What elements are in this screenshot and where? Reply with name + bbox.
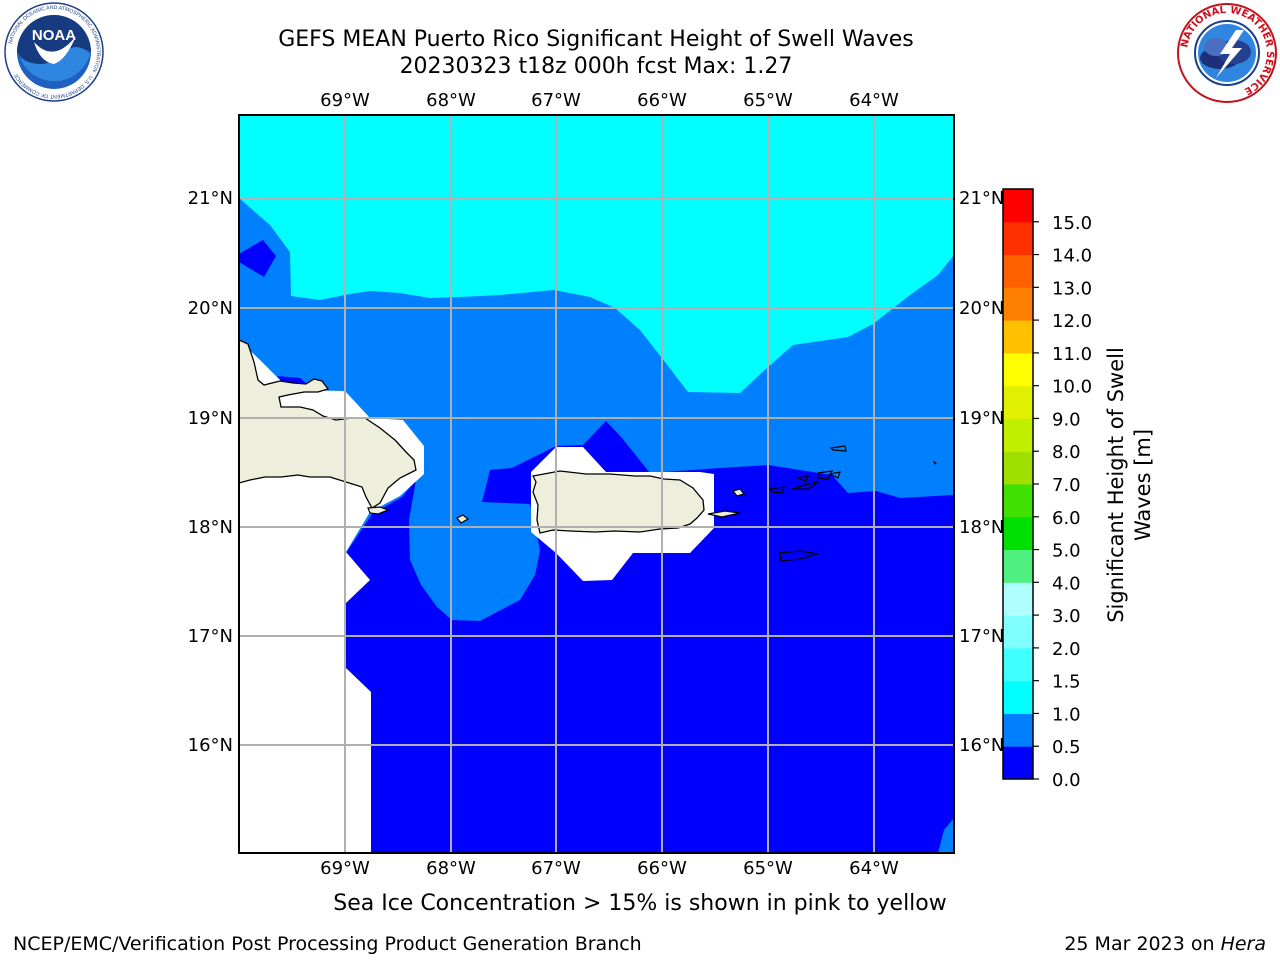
- lat-label: 18°N: [959, 517, 1004, 538]
- lon-label: 66°W: [637, 90, 687, 111]
- footer-branch: NCEP/EMC/Verification Post Processing Pr…: [13, 933, 642, 955]
- colorbar-segment: [1003, 451, 1033, 485]
- colorbar-segment: [1003, 385, 1033, 419]
- footer-host: Hera: [1220, 933, 1266, 955]
- lon-label: 69°W: [320, 90, 370, 111]
- land-culebra: [731, 488, 746, 497]
- footer-date-text: 25 Mar 2023 on: [1064, 933, 1215, 955]
- colorbar-segment: [1003, 221, 1033, 256]
- lat-labels-right: 21°N 20°N 19°N 18°N 17°N 16°N: [959, 188, 1004, 756]
- land-anegada: [829, 445, 847, 452]
- land-saona: [367, 506, 390, 515]
- lat-label: 16°N: [959, 735, 1004, 756]
- lon-label: 69°W: [320, 858, 370, 879]
- colorbar-segment: [1003, 746, 1033, 780]
- colorbar-tick-label: 9.0: [1052, 409, 1081, 430]
- swell-patch-northwest: [239, 240, 276, 277]
- lon-label: 65°W: [743, 90, 793, 111]
- sea-ice-caption: Sea Ice Concentration > 15% is shown in …: [333, 891, 947, 916]
- colorbar-tick-label: 4.0: [1052, 573, 1081, 594]
- lat-label: 17°N: [188, 626, 233, 647]
- colorbar-segment: [1003, 549, 1033, 583]
- colorbar-segment: [1003, 320, 1033, 354]
- colorbar-tick-label: 13.0: [1052, 278, 1092, 299]
- lon-label: 66°W: [637, 858, 687, 879]
- colorbar-segment: [1003, 615, 1033, 649]
- colorbar-segment: [1003, 352, 1033, 387]
- colorbar-segment: [1003, 680, 1033, 714]
- lon-label: 68°W: [426, 858, 476, 879]
- title-line-1: GEFS MEAN Puerto Rico Significant Height…: [278, 27, 914, 52]
- land-st-croix: [779, 550, 819, 562]
- lon-label: 67°W: [531, 90, 581, 111]
- colorbar-label-line-2: Waves [m]: [1131, 429, 1155, 541]
- colorbar-segment: [1003, 582, 1033, 616]
- chart-title: GEFS MEAN Puerto Rico Significant Height…: [0, 26, 1192, 80]
- colorbar-tick-label: 2.0: [1052, 639, 1081, 660]
- lat-label: 19°N: [959, 408, 1004, 429]
- noaa-logo: NOAA NATIONAL OCEANIC AND ATMOSPHERIC AD…: [4, 2, 104, 102]
- lon-labels-bottom: 69°W 68°W 67°W 66°W 65°W 64°W: [320, 858, 899, 879]
- colorbar-segment: [1003, 287, 1033, 321]
- map-area: [239, 115, 954, 853]
- colorbar-tick-label: 0.0: [1052, 770, 1081, 791]
- footer-date: 25 Mar 2023 on Hera: [1064, 933, 1266, 955]
- lat-label: 17°N: [959, 626, 1004, 647]
- colorbar: 0.0 0.5 1.0 1.5 2.0 3.0 4.0 5.0 6.0 7.0 8.0 9.0 10.0…: [1002, 188, 1092, 791]
- colorbar-tick-label: 0.5: [1052, 737, 1081, 758]
- colorbar-tick-label: 1.5: [1052, 672, 1081, 693]
- graticule: [239, 115, 954, 853]
- lat-label: 20°N: [188, 298, 233, 319]
- colorbar-segment: [1003, 418, 1033, 452]
- lat-label: 21°N: [959, 188, 1004, 209]
- lat-labels-left: 21°N 20°N 19°N 18°N 17°N 16°N: [188, 188, 233, 756]
- colorbar-tick-label: 5.0: [1052, 541, 1081, 562]
- colorbar-tick-label: 14.0: [1052, 246, 1092, 267]
- colorbar-tick-label: 8.0: [1052, 442, 1081, 463]
- lat-label: 16°N: [188, 735, 233, 756]
- colorbar-segment: [1003, 484, 1033, 518]
- colorbar-tick-label: 6.0: [1052, 508, 1081, 529]
- colorbar-segment: [1003, 254, 1033, 288]
- colorbar-tick-label: 1.0: [1052, 704, 1081, 725]
- lon-labels-top: 69°W 68°W 67°W 66°W 65°W 64°W: [320, 90, 899, 111]
- nws-logo: NATIONAL WEATHER SERVICE: [1176, 2, 1278, 104]
- lat-label: 18°N: [188, 517, 233, 538]
- title-line-2: 20230323 t18z 000h fcst Max: 1.27: [399, 54, 793, 79]
- lon-label: 65°W: [743, 858, 793, 879]
- colorbar-label-line-1: Significant Height of Swell: [1104, 347, 1128, 623]
- colorbar-segment: [1003, 189, 1033, 223]
- swell-patch-southeast: [938, 818, 954, 853]
- land-virgin-islands: [768, 470, 841, 494]
- lon-label: 67°W: [531, 858, 581, 879]
- colorbar-tick-label: 3.0: [1052, 606, 1081, 627]
- colorbar-segment: [1003, 713, 1033, 747]
- lat-label: 19°N: [188, 408, 233, 429]
- colorbar-segment: [1003, 516, 1033, 551]
- map-frame: [238, 114, 955, 854]
- colorbar-tick-label: 12.0: [1052, 311, 1092, 332]
- colorbar-tick-label: 10.0: [1052, 377, 1092, 398]
- lat-label: 20°N: [959, 298, 1004, 319]
- land-mona-island: [456, 514, 470, 524]
- land-small-east: [932, 460, 937, 465]
- colorbar-tick-label: 7.0: [1052, 475, 1081, 496]
- lon-label: 64°W: [849, 858, 899, 879]
- land-puerto-rico: [532, 470, 705, 534]
- lon-label: 64°W: [849, 90, 899, 111]
- lon-label: 68°W: [426, 90, 476, 111]
- land-vieques: [707, 510, 741, 518]
- colorbar-tick-label: 15.0: [1052, 213, 1092, 234]
- colorbar-tick-label: 11.0: [1052, 344, 1092, 365]
- lat-label: 21°N: [188, 188, 233, 209]
- colorbar-segment: [1003, 647, 1033, 682]
- noaa-logo-text: NOAA: [32, 27, 76, 44]
